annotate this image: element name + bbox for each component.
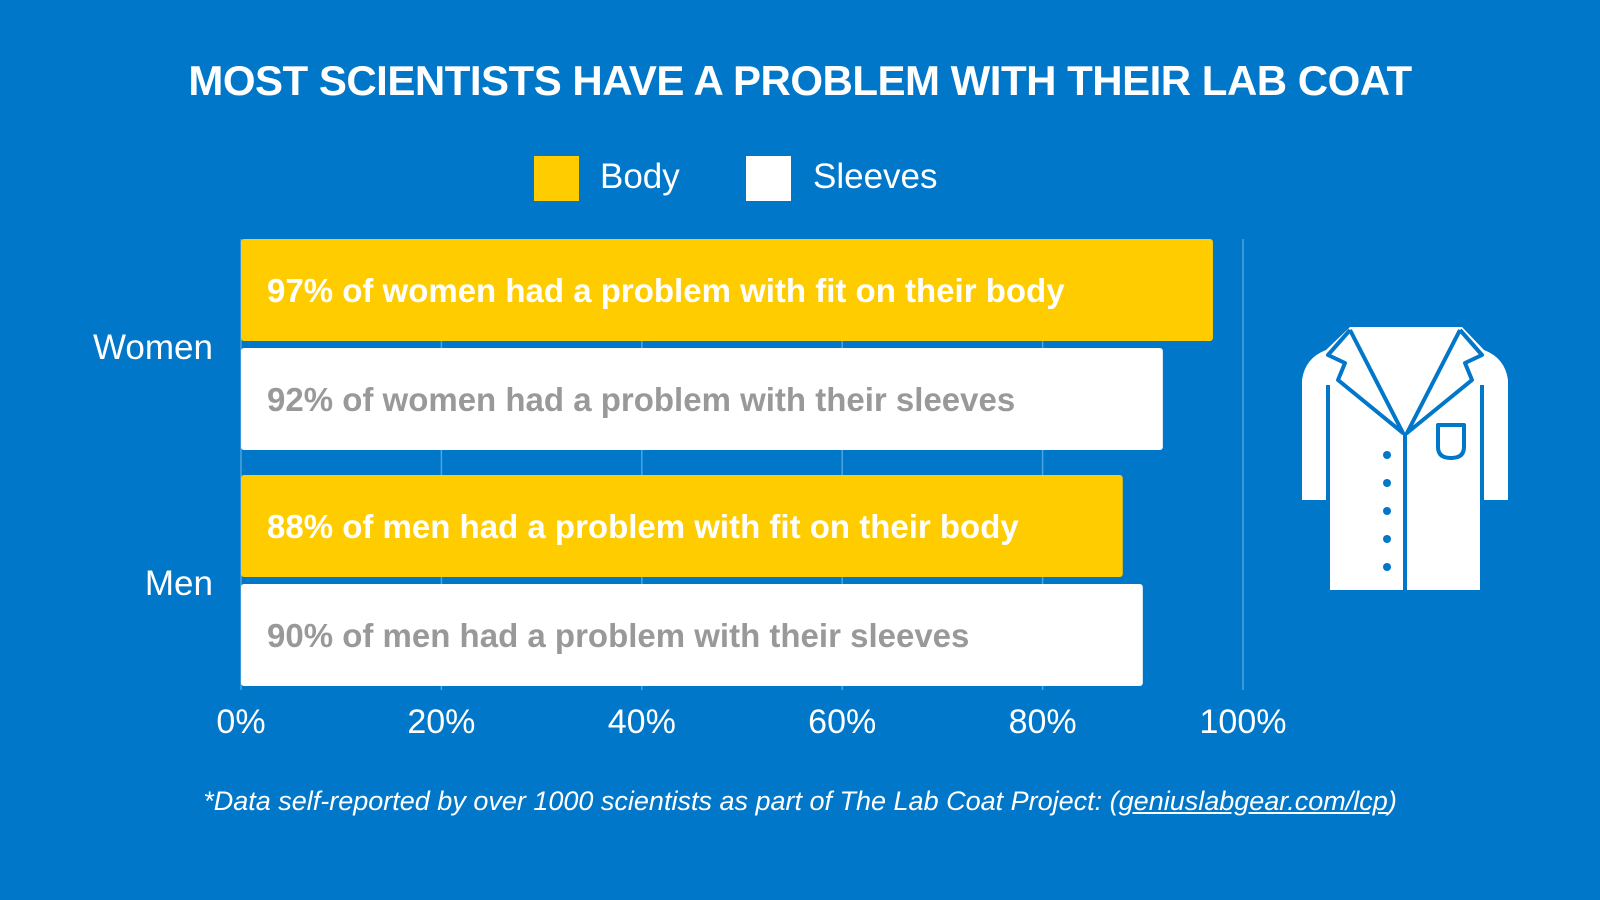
bar-data-label: 88% of men had a problem with fit on the… — [267, 508, 1019, 545]
legend-label-sleeves: Sleeves — [813, 157, 938, 196]
x-tick-label: 80% — [1009, 703, 1077, 741]
category-label: Women — [93, 328, 213, 367]
chart-title: MOST SCIENTISTS HAVE A PROBLEM WITH THEI… — [188, 57, 1412, 104]
x-tick-label: 20% — [407, 703, 475, 741]
bar-body-women — [241, 239, 1213, 341]
x-tick-label: 60% — [808, 703, 876, 741]
source-link[interactable]: geniuslabgear.com/lcp — [1118, 786, 1388, 816]
legend-swatch-sleeves — [746, 156, 791, 201]
legend-label-body: Body — [600, 157, 680, 196]
x-tick-label: 100% — [1200, 703, 1287, 741]
bar-sleeves-men — [241, 584, 1143, 686]
category-label: Men — [145, 564, 213, 603]
bar-data-label: 90% of men had a problem with their slee… — [267, 617, 969, 654]
bar-data-label: 92% of women had a problem with their sl… — [267, 381, 1015, 418]
footnote: *Data self-reported by over 1000 scienti… — [100, 786, 1500, 817]
lab-coat-icon — [1302, 327, 1508, 593]
bar-body-men — [241, 475, 1123, 577]
legend-swatch-body — [534, 156, 579, 201]
footnote-text: *Data self-reported by over 1000 scienti… — [203, 786, 1119, 816]
footnote-close: ) — [1387, 786, 1397, 816]
x-tick-label: 0% — [216, 703, 265, 741]
x-tick-label: 40% — [608, 703, 676, 741]
bar-sleeves-women — [241, 348, 1163, 450]
bar-data-label: 97% of women had a problem with fit on t… — [267, 272, 1065, 309]
